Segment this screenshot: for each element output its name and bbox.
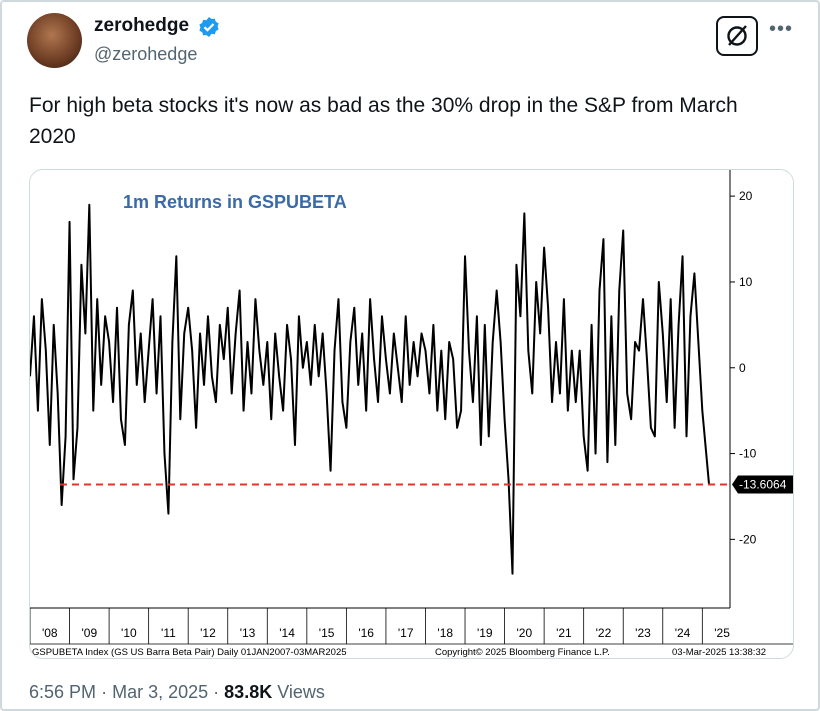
user-handle[interactable]: @zerohedge bbox=[94, 44, 198, 64]
chart-footer: 03-Mar-2025 13:38:32 bbox=[672, 647, 766, 658]
x-tick-label: '16 bbox=[358, 626, 374, 640]
x-tick-label: '13 bbox=[240, 626, 256, 640]
y-tick-label: -10 bbox=[739, 447, 757, 461]
chart-title: 1m Returns in GSPUBETA bbox=[123, 192, 347, 212]
user-name[interactable]: zerohedge bbox=[94, 15, 190, 36]
views-count: 83.8K bbox=[224, 682, 273, 702]
chart-footer: Copyright© 2025 Bloomberg Finance L.P. bbox=[435, 647, 610, 658]
reference-label-box bbox=[732, 475, 793, 494]
x-tick-label: '24 bbox=[675, 626, 691, 640]
avatar[interactable] bbox=[27, 13, 82, 68]
x-tick-label: '10 bbox=[121, 626, 137, 640]
separator: · bbox=[213, 682, 220, 702]
separator: · bbox=[101, 682, 108, 702]
x-tick-label: '11 bbox=[161, 626, 176, 640]
more-button[interactable]: ••• bbox=[769, 18, 794, 40]
x-tick-label: '25 bbox=[714, 626, 730, 640]
verified-badge bbox=[199, 17, 219, 37]
y-tick-label: 20 bbox=[739, 189, 753, 203]
x-tick-label: '12 bbox=[200, 626, 216, 640]
x-tick-label: '21 bbox=[556, 626, 572, 640]
tweet-meta: 6:56 PM · Mar 3, 2025 · 83.8K Views bbox=[29, 682, 325, 703]
data-line bbox=[30, 203, 711, 575]
x-tick-label: '09 bbox=[82, 626, 98, 640]
time[interactable]: 6:56 PM bbox=[29, 682, 97, 702]
grok-button[interactable] bbox=[716, 16, 758, 56]
tweet-text: For high beta stocks it's now as bad as … bbox=[29, 94, 738, 148]
x-tick-label: '15 bbox=[319, 626, 335, 640]
x-tick-label: '20 bbox=[517, 626, 533, 640]
x-tick-label: '14 bbox=[279, 626, 295, 640]
x-tick-label: '23 bbox=[635, 626, 651, 640]
chart-footer: GSPUBETA Index (GS US Barra Beta Pair) D… bbox=[32, 647, 347, 658]
chart[interactable]: 1m Returns in GSPUBETA 20 10 0 -10 -20 '08 '09… bbox=[29, 169, 794, 659]
y-tick-label: 0 bbox=[739, 361, 746, 375]
views-label: Views bbox=[277, 682, 325, 702]
chart-bg bbox=[30, 170, 793, 658]
date[interactable]: Mar 3, 2025 bbox=[112, 682, 209, 702]
x-tick-label: '19 bbox=[477, 626, 493, 640]
x-tick-label: '08 bbox=[42, 626, 58, 640]
y-tick-label: 10 bbox=[739, 275, 753, 289]
x-tick-label: '22 bbox=[596, 626, 612, 640]
reference-label: -13.6064 bbox=[739, 478, 787, 492]
y-tick-label: -20 bbox=[739, 532, 757, 546]
x-tick-label: '17 bbox=[398, 626, 414, 640]
x-tick-label: '18 bbox=[437, 626, 453, 640]
